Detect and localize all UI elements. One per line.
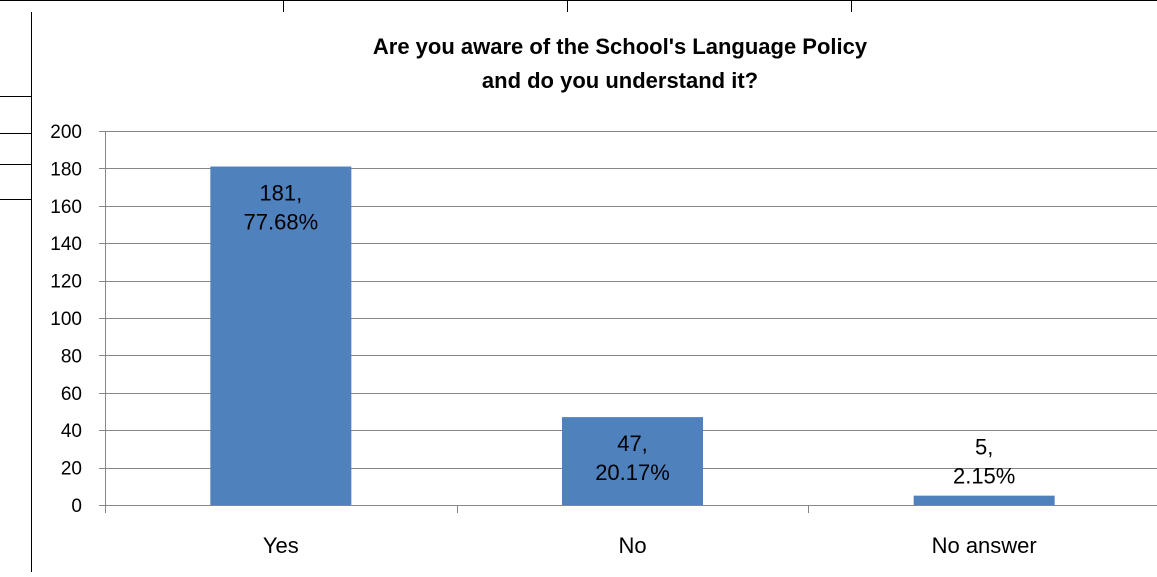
chart-title-line-1: Are you aware of the School's Language P… xyxy=(372,34,868,59)
y-tick-label: 60 xyxy=(61,384,82,405)
y-tick-label: 180 xyxy=(50,159,82,180)
y-tick-label: 40 xyxy=(61,421,82,442)
bar-no-answer xyxy=(913,495,1055,505)
y-tick-label: 160 xyxy=(50,197,82,218)
chart-title: Are you aware of the School's Language P… xyxy=(160,30,1080,98)
y-tick-label: 80 xyxy=(61,346,82,367)
y-tick-label: 200 xyxy=(50,122,82,143)
y-tick-label: 20 xyxy=(61,459,82,480)
y-tick-label: 120 xyxy=(50,272,82,293)
data-label: 77.68% xyxy=(244,210,319,235)
bar-no xyxy=(562,417,703,505)
data-label: 20.17% xyxy=(595,460,670,485)
y-tick-label: 140 xyxy=(50,234,82,255)
data-label: 2.15% xyxy=(953,464,1015,489)
bar-yes xyxy=(210,166,352,505)
labels: 0 20 40 60 80 100 120 140 160 180 200 181, 77.68% Yes… xyxy=(50,122,1036,558)
sheet-gridlines xyxy=(0,0,1157,200)
axes xyxy=(99,131,1157,513)
bars xyxy=(210,166,1055,505)
x-category-label: Yes xyxy=(263,533,299,558)
data-label: 47, xyxy=(617,431,648,456)
x-category-label: No answer xyxy=(932,533,1037,558)
data-label: 181, xyxy=(259,181,302,206)
y-tick-label: 0 xyxy=(71,496,82,517)
x-category-label: No xyxy=(618,533,646,558)
chart-title-line-2: and do you understand it? xyxy=(481,68,759,93)
data-label: 5, xyxy=(975,435,993,460)
y-tick-label: 100 xyxy=(50,309,82,330)
